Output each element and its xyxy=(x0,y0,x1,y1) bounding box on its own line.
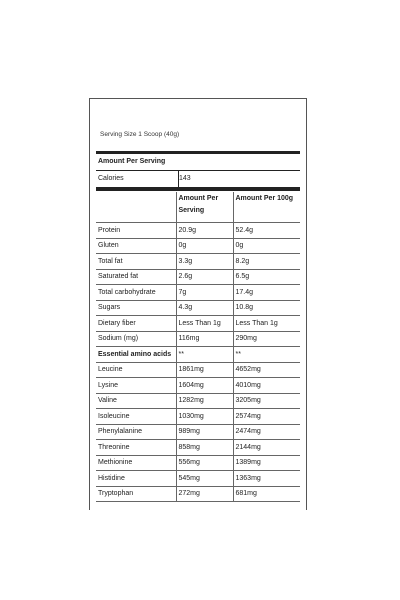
per-100g-value: Less Than 1g xyxy=(232,315,300,332)
row-label: Gluten xyxy=(96,238,176,254)
row-label: Total fat xyxy=(96,253,176,270)
table-row: Sodium (mg) 116mg 290mg xyxy=(96,331,300,347)
row-label: Saturated fat xyxy=(96,269,176,285)
per-serving-value: 556mg xyxy=(175,455,233,471)
table-row: Sugars 4.3g 10.8g xyxy=(96,300,300,316)
per-serving-value: 989mg xyxy=(175,424,233,440)
heading-rule xyxy=(96,170,300,171)
row-label: Sodium (mg) xyxy=(96,331,176,347)
table-row: Methionine 556mg 1389mg xyxy=(96,455,300,471)
per-100g-value: 4010mg xyxy=(232,377,300,394)
per-100g-value: 2574mg xyxy=(232,408,300,425)
per-100g-value: 0g xyxy=(232,238,300,254)
row-label: Methionine xyxy=(96,455,176,471)
per-serving-value: 7g xyxy=(175,284,233,301)
per-100g-value: 17.4g xyxy=(232,284,300,301)
per-100g-value: 1363mg xyxy=(232,470,300,487)
row-label: Threonine xyxy=(96,439,176,456)
per-serving-value: 1282mg xyxy=(175,393,233,409)
row-label: Isoleucine xyxy=(96,408,176,425)
per-100g-value: 8.2g xyxy=(232,253,300,270)
per-100g-value: 1389mg xyxy=(232,455,300,471)
table-row: Dietary fiber Less Than 1g Less Than 1g xyxy=(96,315,300,332)
row-label: Histidine xyxy=(96,470,176,487)
per-serving-value: 0g xyxy=(175,238,233,254)
per-serving-value: 1604mg xyxy=(175,377,233,394)
table-row: Valine 1282mg 3205mg xyxy=(96,393,300,409)
per-serving-value: Less Than 1g xyxy=(175,315,233,332)
per-serving-value: 3.3g xyxy=(175,253,233,270)
per-serving-value: 272mg xyxy=(175,486,233,502)
per-serving-value: ** xyxy=(175,346,233,363)
row-label: Protein xyxy=(96,222,176,239)
per-100g-value: 290mg xyxy=(232,331,300,347)
table-row: Histidine 545mg 1363mg xyxy=(96,470,300,487)
per-serving-value: 1861mg xyxy=(175,362,233,378)
amount-per-serving-heading: Amount Per Serving xyxy=(98,158,166,165)
mid-thick-rule xyxy=(96,187,300,191)
table-row: Lysine 1604mg 4010mg xyxy=(96,377,300,394)
table-row: Gluten 0g 0g xyxy=(96,238,300,254)
per-100g-value: 2474mg xyxy=(232,424,300,440)
table-row: Phenylalanine 989mg 2474mg xyxy=(96,424,300,440)
per-serving-value: 4.3g xyxy=(175,300,233,316)
per-100g-value: 52.4g xyxy=(232,222,300,239)
row-label: Essential amino acids xyxy=(96,346,176,363)
per-100g-value: 4652mg xyxy=(232,362,300,378)
column-header-per-serving: Amount Per Serving xyxy=(175,192,233,223)
table-row: Isoleucine 1030mg 2574mg xyxy=(96,408,300,425)
table-row: Essential amino acids ** ** xyxy=(96,346,300,363)
table-row: Tryptophan 272mg 681mg xyxy=(96,486,300,502)
row-label: Sugars xyxy=(96,300,176,316)
table-row: Protein 20.9g 52.4g xyxy=(96,222,300,239)
serving-size: Serving Size 1 Scoop (40g) xyxy=(100,131,180,138)
calories-label: Calories xyxy=(98,175,124,182)
row-label: Leucine xyxy=(96,362,176,378)
row-label: Dietary fiber xyxy=(96,315,176,332)
per-serving-value: 545mg xyxy=(175,470,233,487)
per-serving-value: 20.9g xyxy=(175,222,233,239)
table-row: Leucine 1861mg 4652mg xyxy=(96,362,300,378)
row-label: Tryptophan xyxy=(96,486,176,502)
per-100g-value: 2144mg xyxy=(232,439,300,456)
per-serving-value: 2.6g xyxy=(175,269,233,285)
per-serving-value: 1030mg xyxy=(175,408,233,425)
per-100g-value: 10.8g xyxy=(232,300,300,316)
nutrition-label-panel xyxy=(89,98,307,510)
table-row: Saturated fat 2.6g 6.5g xyxy=(96,269,300,285)
row-label: Valine xyxy=(96,393,176,409)
row-label: Phenylalanine xyxy=(96,424,176,440)
calories-divider xyxy=(178,170,179,188)
per-100g-value: 6.5g xyxy=(232,269,300,285)
table-row: Total fat 3.3g 8.2g xyxy=(96,253,300,270)
column-header xyxy=(96,192,176,223)
per-100g-value: 681mg xyxy=(232,486,300,502)
nutrition-table-body: Protein 20.9g 52.4g Gluten 0g 0g Total fat 3.3g… xyxy=(96,222,300,502)
per-serving-value: 858mg xyxy=(175,439,233,456)
table-header-row: Amount Per Serving Amount Per 100g xyxy=(96,192,300,223)
row-label: Lysine xyxy=(96,377,176,394)
table-row: Threonine 858mg 2144mg xyxy=(96,439,300,456)
table-row: Total carbohydrate 7g 17.4g xyxy=(96,284,300,301)
per-100g-value: ** xyxy=(232,346,300,363)
per-serving-value: 116mg xyxy=(175,331,233,347)
nutrition-table: Amount Per Serving Amount Per 100g Prote… xyxy=(96,192,300,502)
per-100g-value: 3205mg xyxy=(232,393,300,409)
column-header-per-100g: Amount Per 100g xyxy=(232,192,300,223)
row-label: Total carbohydrate xyxy=(96,284,176,301)
calories-value: 143 xyxy=(179,175,191,182)
top-thick-rule xyxy=(96,151,300,154)
